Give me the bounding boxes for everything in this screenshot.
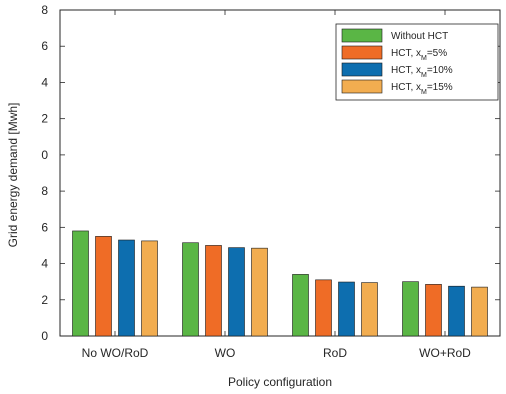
legend-entry-label: HCT, xM=10% [391,65,453,79]
legend-swatch [341,45,383,60]
x-axis-ticks: No WO/RoD WO RoD WO+RoD [82,10,471,360]
bar-3-3 [471,286,488,337]
bar-0-2 [118,239,135,337]
bar-0-3 [141,240,158,337]
bar-3-0 [402,281,419,337]
y-tick-label: 2 [41,112,48,126]
bar-3-2 [448,285,465,337]
legend-entry-label: HCT, xM=5% [391,48,447,62]
y-tick-label: 8 [41,3,48,17]
y-tick-label: 6 [41,220,48,234]
y-tick-label: 0 [41,148,48,162]
y-tick-label: 2 [41,293,48,307]
bar-1-1 [205,245,222,337]
y-tick-label: 4 [41,75,48,89]
bar-1-2 [228,247,245,337]
bar-2-2 [338,281,355,337]
bar-2-1 [315,279,332,337]
x-tick-label: RoD [323,346,347,360]
bar-0-1 [95,236,112,337]
y-tick-label: 0 [41,329,48,343]
legend-swatch [341,79,383,94]
y-axis-label: Grid energy demand [Mwh] [6,103,20,248]
y-axis-ticks: 0 2 4 6 8 0 2 4 6 8 [41,3,500,343]
bar-2-3 [361,282,378,337]
legend-swatch [341,28,383,43]
x-axis-label: Policy configuration [228,375,332,389]
x-tick-label: WO+RoD [419,346,471,360]
legend-entry-label: Without HCT [391,31,448,42]
bars-group [72,230,488,337]
bar-0-0 [72,230,89,337]
bar-3-1 [425,284,442,337]
bar-1-0 [182,242,199,337]
bar-2-0 [292,274,309,337]
y-tick-label: 8 [41,184,48,198]
legend-swatch [341,62,383,77]
y-tick-label: 6 [41,39,48,53]
legend: Without HCT HCT, xM=5% HCT, xM=10% HCT, xM=… [335,23,499,101]
legend-entry-label: HCT, xM=15% [391,82,453,96]
y-tick-label: 4 [41,257,48,271]
bar-1-3 [251,247,268,337]
x-tick-label: No WO/RoD [82,346,149,360]
x-tick-label: WO [215,346,236,360]
